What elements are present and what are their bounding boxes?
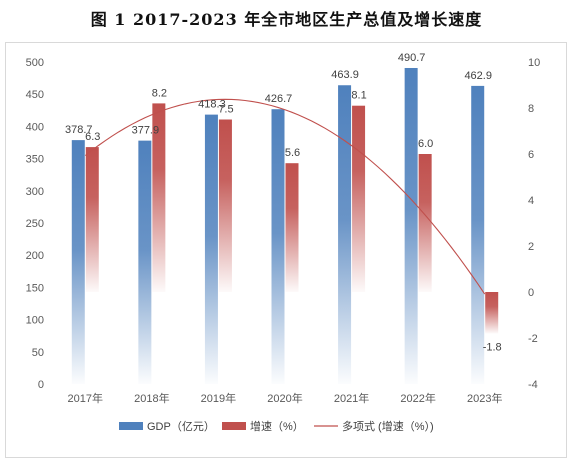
gdp-bar [138,140,152,384]
legend-gdp-label: GDP（亿元） [147,420,215,433]
chart-legend: GDP（亿元） 增速（%） 多项式 (增速（%）) [119,419,434,433]
y-right-tick-label: -2 [528,333,538,345]
gdp-data-label: 418.3 [198,99,226,111]
x-tick-label: 2017年 [68,391,103,405]
growth-data-label: 6.3 [85,131,100,143]
gdp-bar [404,67,418,384]
growth-data-label: -1.8 [483,341,502,353]
y-left-tick-label: 500 [26,57,44,69]
growth-data-label: 7.5 [218,104,233,116]
growth-trendline [84,98,486,295]
growth-data-label: 6.0 [418,138,433,150]
y-right-tick-label: 4 [528,195,534,207]
y-right-tick-label: 6 [528,149,534,161]
growth-data-label: 8.1 [351,90,366,102]
y-left-tick-label: 150 [26,282,44,294]
x-tick-label: 2022年 [400,391,435,405]
y-right-tick-label: -4 [528,379,538,391]
legend-growth-label: 增速（%） [250,419,304,433]
y-left-tick-label: 250 [26,218,44,230]
growth-bar [152,103,166,293]
growth-bar [352,105,366,292]
y-left-tick-label: 100 [26,315,44,327]
gdp-bar [471,85,485,385]
y-right-tick-label: 0 [528,287,534,299]
y-left-tick-label: 450 [26,89,44,101]
gdp-bar [71,140,85,384]
growth-bar [285,163,299,292]
gdp-data-label: 426.7 [265,93,293,105]
growth-bar [485,292,499,334]
y-right-tick-label: 8 [528,103,534,115]
legend-gdp-swatch [119,422,143,430]
y-right-tick-label: 10 [528,57,540,69]
growth-bar [218,119,232,292]
chart-title: 图 1 2017-2023 年全市地区生产总值及增长速度 [90,10,483,29]
y-left-tick-label: 300 [26,186,44,198]
gdp-data-label: 377.9 [132,125,160,137]
y-left-tick-label: 350 [26,154,44,166]
x-tick-label: 2020年 [267,391,302,405]
chart-frame [5,42,567,458]
legend-growth-swatch [222,422,246,430]
y-right-tick-label: 2 [528,241,534,253]
x-tick-label: 2019年 [201,391,236,405]
gdp-data-label: 378.7 [65,124,93,136]
x-tick-label: 2021年 [334,391,369,405]
y-left-tick-label: 0 [38,379,44,391]
growth-bar [418,154,432,292]
y-left-tick-label: 400 [26,121,44,133]
growth-data-label: 8.2 [152,87,167,99]
gdp-bar [338,85,352,384]
y-left-tick-label: 50 [32,347,44,359]
y-left-tick-label: 200 [26,250,44,262]
gdp-data-label: 462.9 [464,70,492,82]
growth-data-label: 5.6 [285,147,300,159]
growth-bar [85,147,99,292]
gdp-data-label: 463.9 [331,69,359,81]
gdp-data-label: 490.7 [398,52,426,64]
legend-trendline-label: 多项式 (增速（%）) [342,419,434,433]
gdp-bar [204,114,218,384]
gdp-bar [271,109,285,384]
x-tick-label: 2018年 [134,391,169,405]
x-tick-label: 2023年 [467,391,502,405]
